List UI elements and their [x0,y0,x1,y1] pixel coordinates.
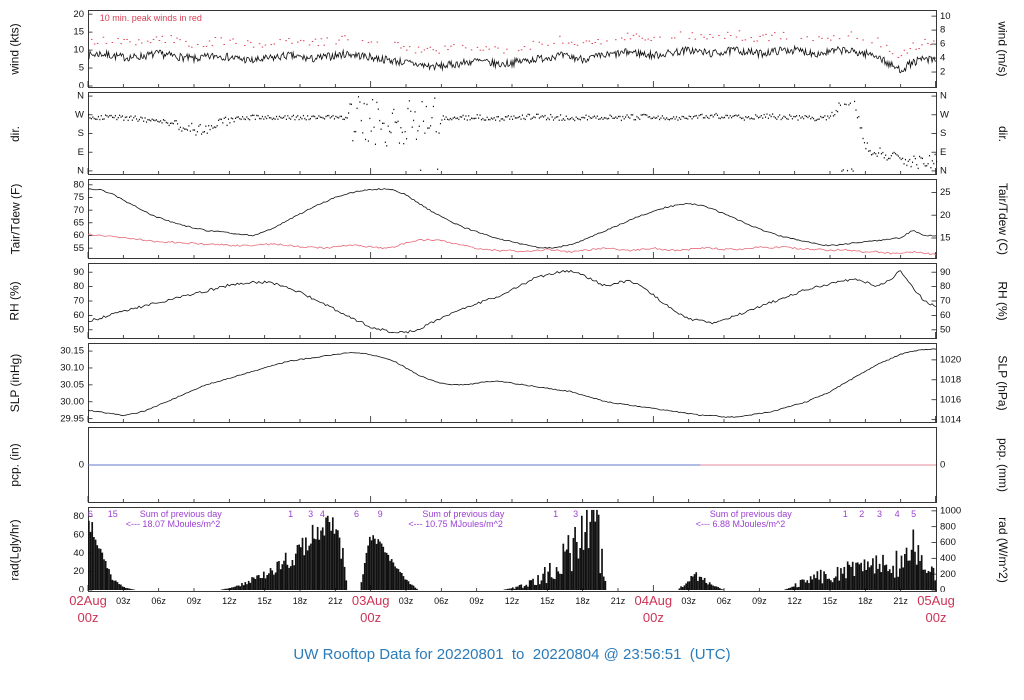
figure-title: UW Rooftop Data for 20220801 to 20220804… [293,646,731,663]
slp-panel-canvas [0,343,1024,423]
pcp-panel-canvas [0,427,1024,503]
x-axis-strip [0,593,1024,639]
rad-panel-canvas [0,507,1024,592]
wind-panel-canvas [0,10,1024,88]
dir-panel [0,92,1024,175]
wind-panel [0,10,1024,88]
x-axis-canvas [0,593,1024,639]
temp-panel-canvas [0,179,1024,259]
rh-panel [0,263,1024,339]
dir-panel-canvas [0,92,1024,175]
temp-panel [0,179,1024,259]
pcp-panel [0,427,1024,503]
rh-panel-canvas [0,263,1024,339]
slp-panel [0,343,1024,423]
rad-panel [0,507,1024,592]
